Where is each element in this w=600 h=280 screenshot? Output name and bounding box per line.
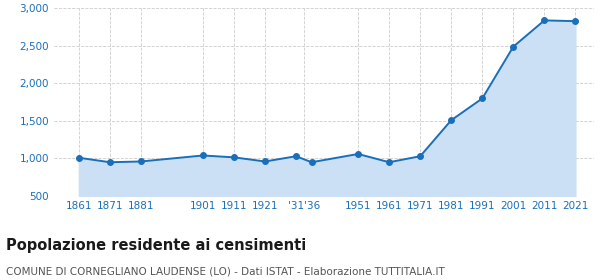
Text: Popolazione residente ai censimenti: Popolazione residente ai censimenti — [6, 238, 306, 253]
Point — [136, 159, 146, 164]
Point — [446, 118, 456, 122]
Point — [291, 154, 301, 158]
Point — [478, 96, 487, 101]
Point — [571, 19, 580, 24]
Point — [260, 159, 270, 164]
Text: COMUNE DI CORNEGLIANO LAUDENSE (LO) - Dati ISTAT - Elaborazione TUTTITALIA.IT: COMUNE DI CORNEGLIANO LAUDENSE (LO) - Da… — [6, 266, 445, 276]
Point — [353, 152, 363, 156]
Point — [509, 45, 518, 49]
Point — [539, 18, 549, 23]
Point — [385, 160, 394, 164]
Point — [105, 160, 115, 164]
Point — [198, 153, 208, 158]
Point — [307, 160, 316, 164]
Point — [415, 154, 425, 158]
Point — [229, 155, 239, 160]
Point — [74, 155, 83, 160]
